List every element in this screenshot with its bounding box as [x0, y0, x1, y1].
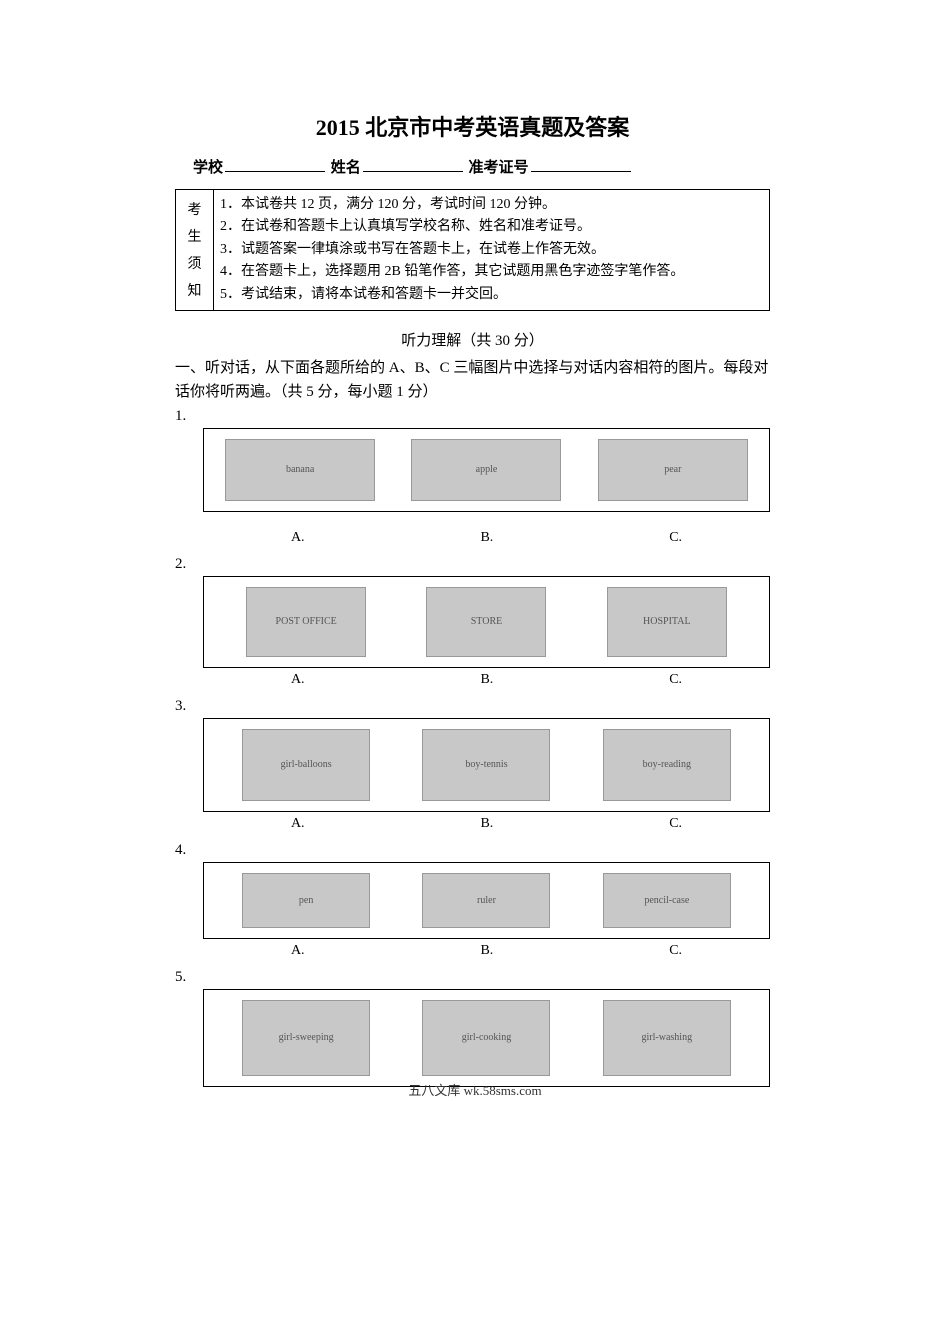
question-image-row: banana apple pear [203, 428, 770, 512]
option-label: A. [291, 943, 305, 959]
option-label: B. [480, 530, 493, 546]
question-image-row: POST OFFICE STORE HOSPITAL [203, 576, 770, 668]
option-image: boy-tennis [422, 729, 550, 801]
option-labels-row: A. B. C. [203, 672, 770, 688]
notice-char: 须 [188, 253, 202, 273]
notice-box: 考 生 须 知 1．本试卷共 12 页，满分 120 分，考试时间 120 分钟… [175, 189, 770, 311]
notice-item: 2．在试卷和答题卡上认真填写学校名称、姓名和准考证号。 [220, 216, 763, 238]
question-image-row: pen ruler pencil-case [203, 862, 770, 939]
question-number: 1. [175, 408, 770, 425]
listening-intro: 一、听对话，从下面各题所给的 A、B、C 三幅图片中选择与对话内容相符的图片。每… [175, 356, 770, 404]
option-image: STORE [426, 587, 546, 657]
notice-item: 4．在答题卡上，选择题用 2B 铅笔作答，其它试题用黑色字迹签字笔作答。 [220, 261, 763, 283]
id-blank [531, 157, 631, 172]
option-label: B. [480, 943, 493, 959]
notice-char: 考 [188, 199, 202, 219]
option-image: girl-cooking [422, 1000, 550, 1076]
option-label: A. [291, 530, 305, 546]
question-number: 3. [175, 698, 770, 715]
notice-content: 1．本试卷共 12 页，满分 120 分，考试时间 120 分钟。 2．在试卷和… [214, 190, 769, 310]
option-labels-row: A. B. C. [203, 816, 770, 832]
question-number: 5. [175, 969, 770, 986]
option-label: A. [291, 672, 305, 688]
option-image: pen [242, 873, 370, 928]
school-label: 学校 [193, 160, 223, 176]
notice-char: 生 [188, 226, 202, 246]
option-image: girl-sweeping [242, 1000, 370, 1076]
id-label: 准考证号 [469, 160, 529, 176]
notice-side-label: 考 生 须 知 [176, 190, 214, 310]
page-title: 2015 北京市中考英语真题及答案 [175, 110, 770, 142]
option-image: boy-reading [603, 729, 731, 801]
option-label: C. [669, 943, 682, 959]
option-label: B. [480, 672, 493, 688]
option-image: girl-washing [603, 1000, 731, 1076]
question-number: 2. [175, 556, 770, 573]
option-labels-row: A. B. C. [203, 943, 770, 959]
name-label: 姓名 [331, 160, 361, 176]
option-image: POST OFFICE [246, 587, 366, 657]
option-image: apple [411, 439, 561, 501]
option-label: C. [669, 816, 682, 832]
option-labels-row: A. B. C. [203, 530, 770, 546]
question-number: 4. [175, 842, 770, 859]
option-image: ruler [422, 873, 550, 928]
question-image-row: girl-sweeping girl-cooking girl-washing [203, 989, 770, 1087]
school-blank [225, 157, 325, 172]
notice-item: 3．试题答案一律填涂或书写在答题卡上，在试卷上作答无效。 [220, 239, 763, 261]
option-label: A. [291, 816, 305, 832]
option-image: HOSPITAL [607, 587, 727, 657]
listening-header: 听力理解（共 30 分） [175, 329, 770, 350]
notice-item: 5．考试结束，请将本试卷和答题卡一并交回。 [220, 284, 763, 306]
option-label: C. [669, 530, 682, 546]
option-image: pear [598, 439, 748, 501]
option-label: B. [480, 816, 493, 832]
page-footer: 五八文库 wk.58sms.com [0, 1080, 950, 1099]
option-image: pencil-case [603, 873, 731, 928]
option-image: girl-balloons [242, 729, 370, 801]
notice-item: 1．本试卷共 12 页，满分 120 分，考试时间 120 分钟。 [220, 194, 763, 216]
notice-char: 知 [188, 280, 202, 300]
student-info-line: 学校 姓名 准考证号 [175, 156, 770, 177]
question-image-row: girl-balloons boy-tennis boy-reading [203, 718, 770, 812]
option-label: C. [669, 672, 682, 688]
name-blank [363, 157, 463, 172]
option-image: banana [225, 439, 375, 501]
